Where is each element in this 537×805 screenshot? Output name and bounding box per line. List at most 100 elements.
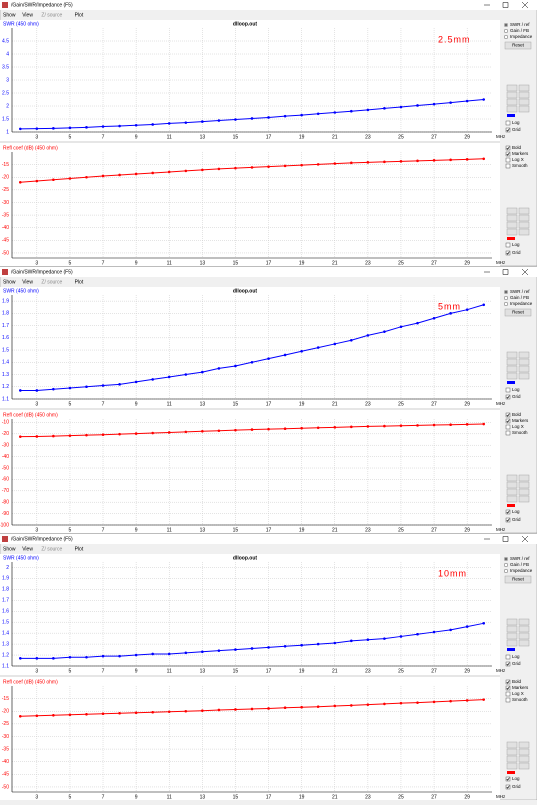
reset-button[interactable]	[504, 41, 532, 50]
adjust-button[interactable]	[506, 207, 518, 215]
adjust-button[interactable]	[518, 365, 530, 373]
checkbox-box[interactable]	[505, 679, 511, 685]
adjust-button[interactable]	[518, 495, 530, 503]
checkbox[interactable]: Bold	[505, 679, 522, 685]
checkbox[interactable]: Smooth	[505, 430, 528, 436]
window-control[interactable]	[521, 1, 529, 9]
adjust-button[interactable]	[506, 639, 518, 647]
checkbox[interactable]: Markers	[505, 685, 529, 691]
window-control[interactable]	[521, 268, 529, 276]
checkbox-box[interactable]	[505, 697, 511, 703]
adjust-button[interactable]	[506, 228, 518, 236]
radio[interactable]	[504, 35, 509, 40]
adjust-button[interactable]	[518, 481, 530, 489]
adjust-button[interactable]	[518, 618, 530, 626]
menu-item[interactable]: Z/ source	[41, 12, 62, 18]
adjust-button[interactable]	[518, 372, 530, 380]
menu-item[interactable]: Plot	[75, 12, 84, 18]
adjust-button[interactable]	[506, 632, 518, 640]
checkbox[interactable]: Smooth	[505, 697, 528, 703]
radio[interactable]	[504, 302, 509, 307]
adjust-button[interactable]	[506, 488, 518, 496]
menu-item[interactable]: View	[22, 546, 33, 552]
checkbox-box[interactable]	[505, 418, 511, 424]
adjust-button[interactable]	[518, 214, 530, 222]
adjust-button[interactable]	[518, 221, 530, 229]
adjust-button[interactable]	[518, 105, 530, 113]
checkbox[interactable]: Grid	[505, 394, 521, 400]
checkbox[interactable]: Grid	[505, 661, 521, 667]
menu-item[interactable]: Show	[3, 12, 16, 18]
radio[interactable]	[504, 296, 509, 301]
adjust-button[interactable]	[506, 365, 518, 373]
adjust-button[interactable]	[506, 358, 518, 366]
menu-item[interactable]: Show	[3, 546, 16, 552]
adjust-button[interactable]	[506, 481, 518, 489]
adjust-button[interactable]	[506, 748, 518, 756]
adjust-button[interactable]	[506, 351, 518, 359]
adjust-button[interactable]	[506, 762, 518, 770]
checkbox-box[interactable]	[505, 387, 511, 393]
checkbox-box[interactable]	[505, 127, 511, 133]
checkbox-box[interactable]	[505, 242, 511, 248]
menu-item[interactable]: Z/ source	[41, 279, 62, 285]
adjust-button[interactable]	[518, 358, 530, 366]
adjust-button[interactable]	[506, 98, 518, 106]
checkbox[interactable]: Log X	[505, 157, 524, 163]
adjust-button[interactable]	[518, 351, 530, 359]
window-control[interactable]	[502, 2, 509, 8]
checkbox[interactable]: Log	[505, 120, 520, 126]
reset-label[interactable]: Reset	[512, 310, 525, 315]
checkbox[interactable]: Log	[505, 509, 520, 515]
adjust-button[interactable]	[518, 228, 530, 236]
checkbox-box[interactable]	[505, 517, 511, 523]
window-control[interactable]	[502, 269, 509, 275]
adjust-button[interactable]	[518, 762, 530, 770]
checkbox[interactable]: Bold	[505, 412, 522, 418]
checkbox-box[interactable]	[505, 685, 511, 691]
adjust-button[interactable]	[506, 618, 518, 626]
adjust-button[interactable]	[506, 755, 518, 763]
adjust-button[interactable]	[506, 91, 518, 99]
checkbox[interactable]: Log X	[505, 424, 524, 430]
window-control[interactable]	[521, 535, 529, 543]
menu-item[interactable]: View	[22, 12, 33, 18]
checkbox[interactable]: Smooth	[505, 163, 528, 169]
checkbox-box[interactable]	[505, 691, 511, 697]
radio[interactable]	[504, 29, 509, 34]
checkbox[interactable]: Log	[505, 776, 520, 782]
adjust-button[interactable]	[518, 91, 530, 99]
adjust-button[interactable]	[506, 221, 518, 229]
adjust-button[interactable]	[518, 488, 530, 496]
checkbox[interactable]: Markers	[505, 151, 529, 157]
reset-label[interactable]: Reset	[512, 577, 525, 582]
menu-item[interactable]: View	[22, 279, 33, 285]
reset-button[interactable]	[504, 308, 532, 317]
checkbox-box[interactable]	[505, 163, 511, 169]
adjust-button[interactable]	[518, 755, 530, 763]
adjust-button[interactable]	[518, 632, 530, 640]
adjust-button[interactable]	[518, 474, 530, 482]
adjust-button[interactable]	[506, 474, 518, 482]
checkbox-box[interactable]	[505, 776, 511, 782]
checkbox-box[interactable]	[505, 151, 511, 157]
adjust-button[interactable]	[518, 625, 530, 633]
menu-item[interactable]: Z/ source	[41, 546, 62, 552]
checkbox[interactable]: Grid	[505, 127, 521, 133]
checkbox[interactable]: Log	[505, 654, 520, 660]
checkbox-box[interactable]	[505, 412, 511, 418]
checkbox-box[interactable]	[505, 784, 511, 790]
checkbox-box[interactable]	[505, 424, 511, 430]
adjust-button[interactable]	[506, 625, 518, 633]
adjust-button[interactable]	[518, 207, 530, 215]
adjust-button[interactable]	[506, 495, 518, 503]
adjust-button[interactable]	[506, 741, 518, 749]
adjust-button[interactable]	[518, 98, 530, 106]
window-control[interactable]	[502, 536, 509, 542]
checkbox[interactable]: Grid	[505, 250, 521, 256]
checkbox[interactable]: Grid	[505, 517, 521, 523]
checkbox[interactable]: Log X	[505, 691, 524, 697]
adjust-button[interactable]	[518, 639, 530, 647]
adjust-button[interactable]	[506, 372, 518, 380]
checkbox[interactable]: Grid	[505, 784, 521, 790]
